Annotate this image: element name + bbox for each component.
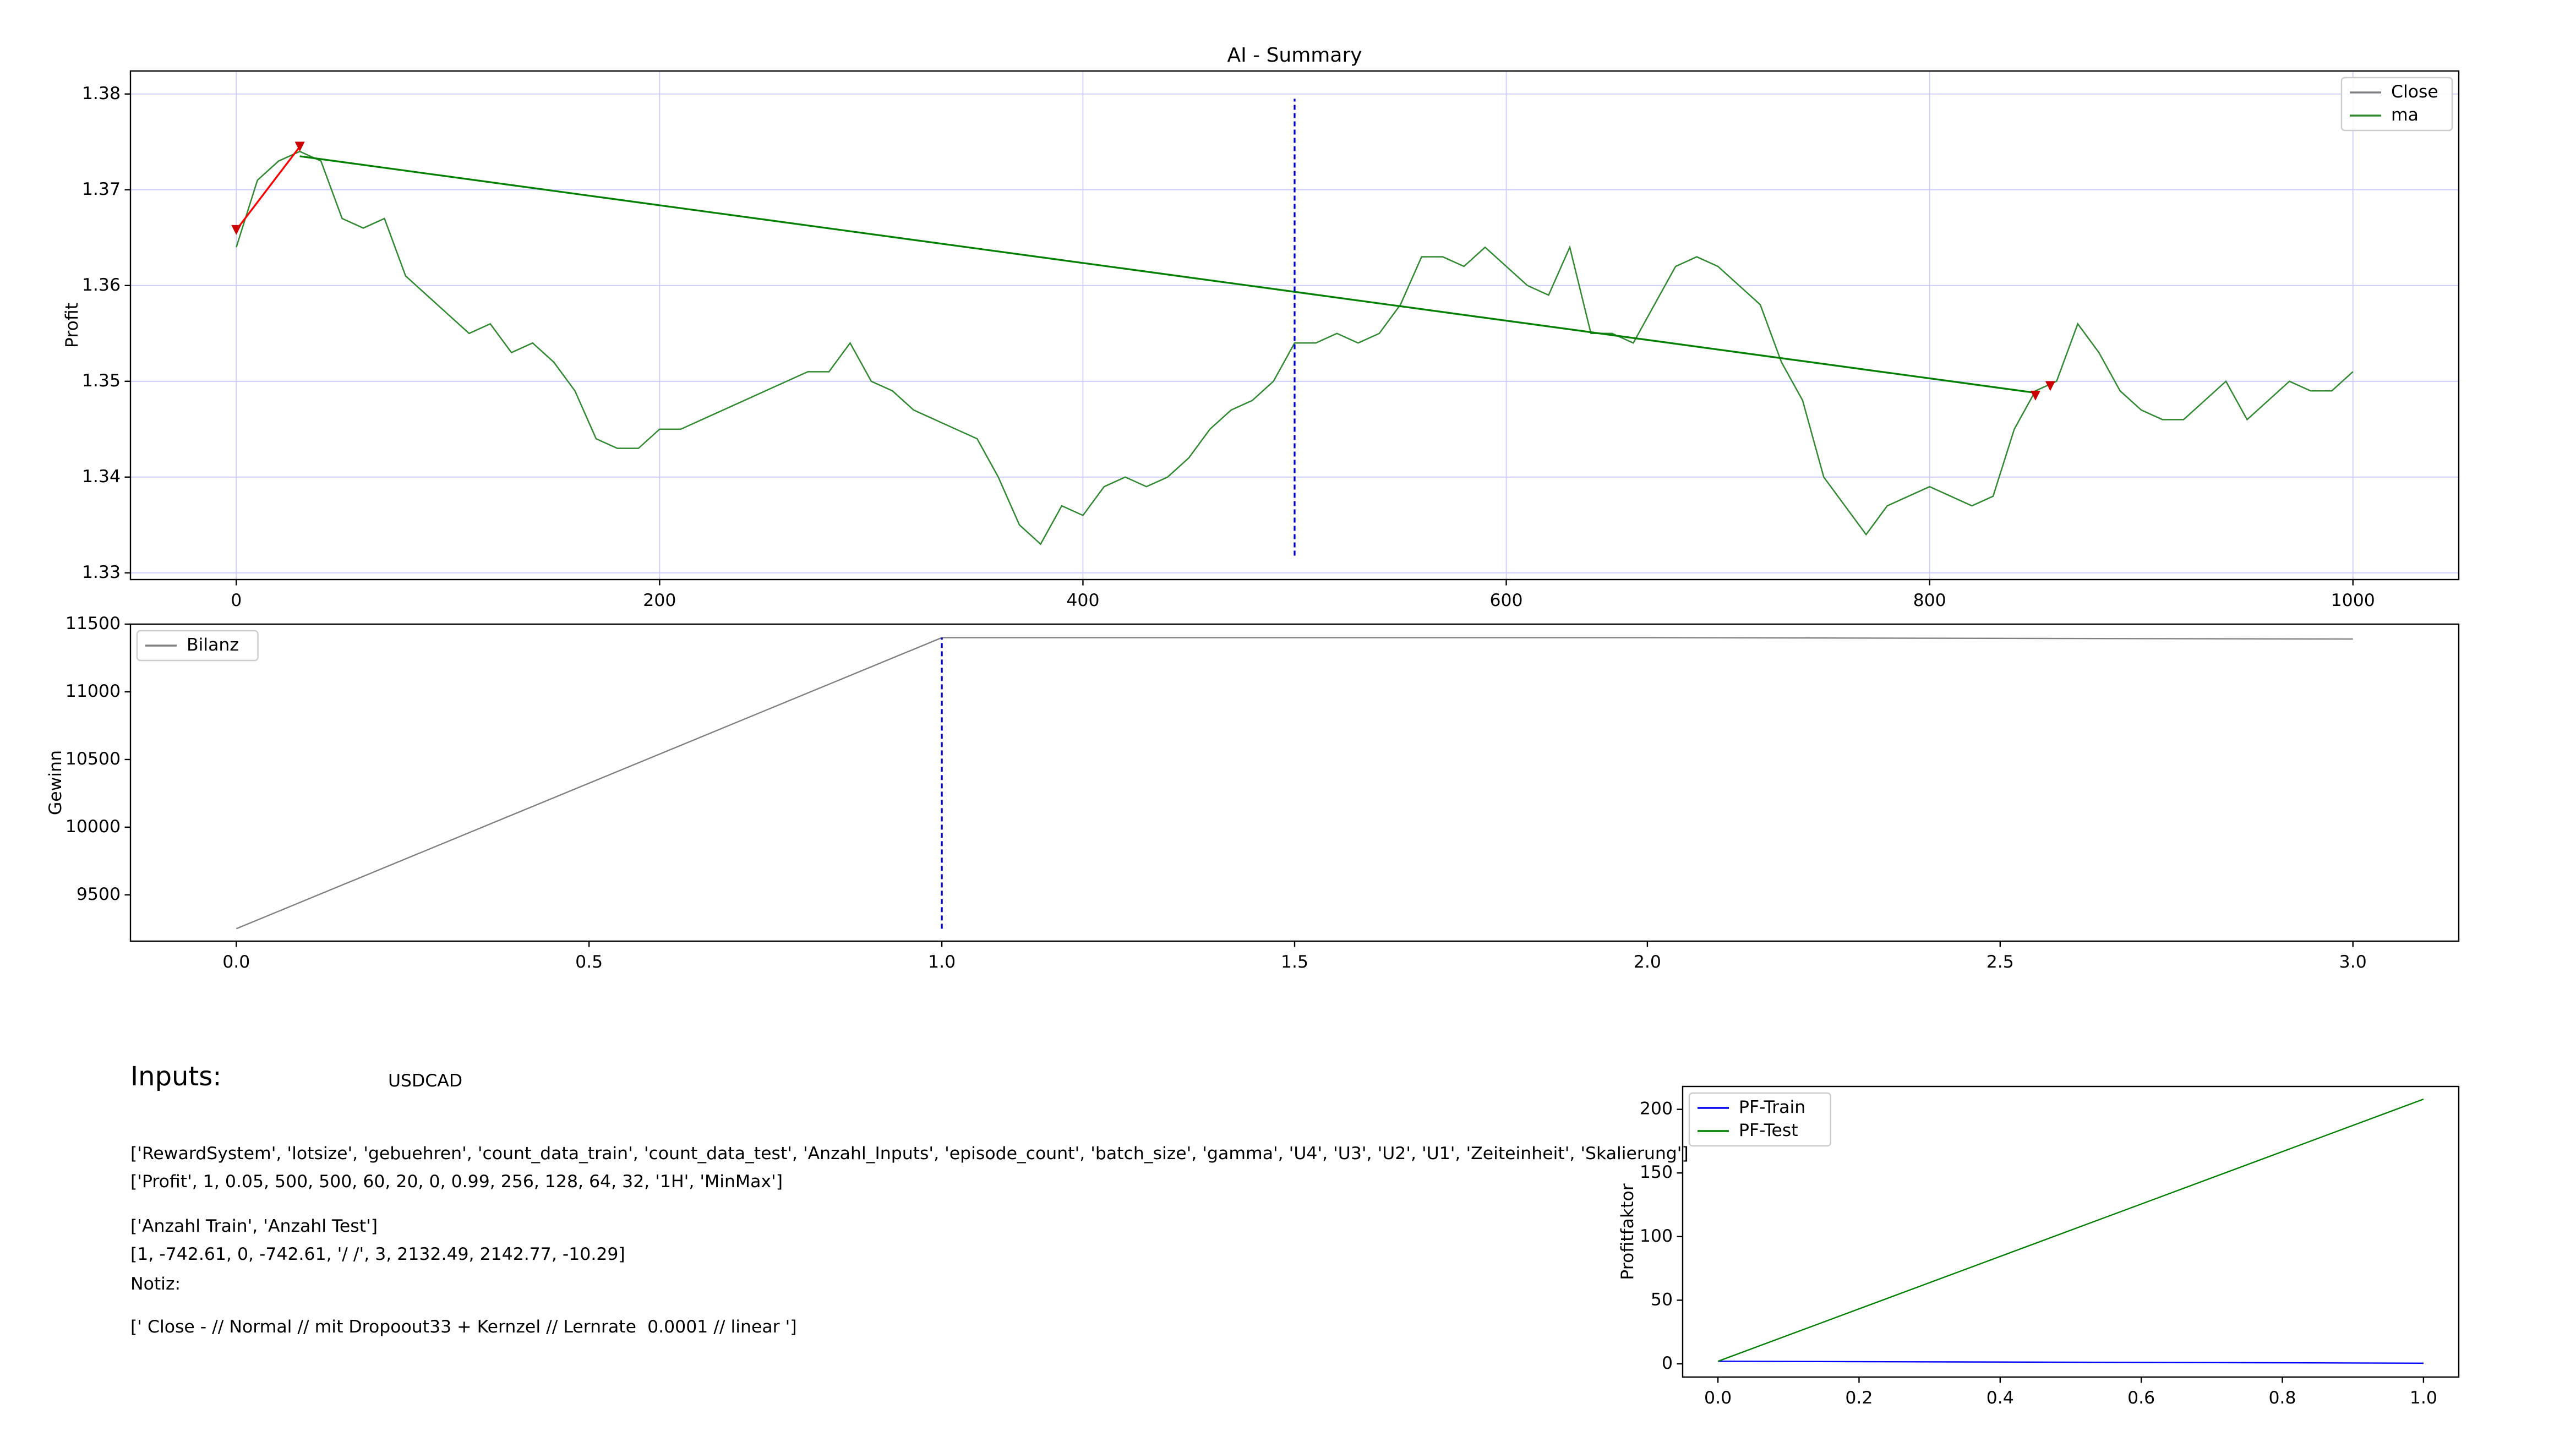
trade-line — [299, 155, 2036, 394]
y-tick-label: 10500 — [66, 749, 121, 769]
trade-line — [235, 146, 301, 231]
info-line: [1, -742.61, 0, -742.61, '/ /', 3, 2132.… — [130, 1244, 625, 1264]
legend: PF-Train PF-Test — [1688, 1092, 1831, 1147]
x-tick-label: 0.0 — [1704, 1388, 1732, 1408]
axes-frame — [1682, 1085, 2460, 1378]
legend-label: PF-Train — [1739, 1097, 1805, 1117]
y-tick-label: 1.33 — [82, 562, 121, 582]
y-tick-label: 150 — [1640, 1162, 1673, 1182]
y-tick-label: 9500 — [77, 884, 121, 904]
y-axis-label: Gewinn — [46, 750, 66, 815]
legend: Bilanz — [136, 630, 259, 662]
y-tick-label: 100 — [1640, 1226, 1673, 1246]
legend-label: PF-Test — [1739, 1121, 1798, 1140]
x-tick-label: 0.2 — [1845, 1388, 1873, 1408]
info-line: ['Anzahl Train', 'Anzahl Test'] — [130, 1216, 378, 1236]
x-tick-label: 0.8 — [2268, 1388, 2296, 1408]
y-tick-label: 11000 — [66, 681, 121, 701]
y-tick-label: 1.36 — [82, 275, 121, 295]
x-tick-label: 1000 — [2331, 591, 2375, 610]
y-tick-label: 200 — [1640, 1099, 1673, 1119]
y-axis-label: Profit — [62, 303, 82, 348]
x-tick-label: 0.4 — [1986, 1388, 2014, 1408]
inputs-heading: Inputs: — [130, 1061, 221, 1092]
series-line — [236, 637, 2353, 930]
x-tick-label: 2.5 — [1986, 952, 2014, 972]
y-tick-label: 1.35 — [82, 371, 121, 391]
trade-marker — [294, 141, 305, 152]
x-tick-label: 0 — [231, 591, 242, 610]
y-tick-label: 10000 — [66, 817, 121, 837]
legend-box — [2340, 77, 2453, 132]
trade-marker — [2045, 381, 2055, 391]
y-tick-label: 0 — [1662, 1353, 1673, 1373]
legend: Close ma — [2340, 77, 2453, 132]
chart-title: AI - Summary — [1227, 44, 1362, 67]
legend-box — [1688, 1092, 1831, 1147]
x-tick-label: 800 — [1913, 591, 1946, 610]
info-line: ['RewardSystem', 'lotsize', 'gebuehren',… — [130, 1144, 1689, 1164]
x-tick-label: 200 — [643, 591, 676, 610]
x-tick-label: 400 — [1066, 591, 1099, 610]
x-tick-label: 0.0 — [222, 952, 250, 972]
series-line — [236, 150, 2354, 545]
trade-marker — [2030, 390, 2040, 401]
axes-frame — [129, 70, 2460, 581]
y-tick-label: 1.34 — [82, 467, 121, 487]
info-line: [' Close - // Normal // mit Dropoout33 +… — [130, 1317, 797, 1337]
x-tick-label: 3.0 — [2339, 952, 2367, 972]
y-tick-label: 1.38 — [82, 84, 121, 103]
y-axis-label: Profitfaktor — [1618, 1183, 1638, 1280]
info-line: ['Profit', 1, 0.05, 500, 500, 60, 20, 0,… — [130, 1172, 783, 1192]
info-line: Notiz: — [130, 1274, 181, 1294]
inputs-panel: Inputs: USDCAD ['RewardSystem', 'lotsize… — [130, 1061, 1689, 1337]
y-tick-label: 11500 — [66, 614, 121, 633]
legend-label: Bilanz — [187, 635, 239, 655]
symbol: USDCAD — [388, 1071, 462, 1091]
x-tick-label: 0.5 — [575, 952, 603, 972]
x-tick-label: 1.5 — [1281, 952, 1308, 972]
series-line — [1718, 1361, 2424, 1364]
legend-label: ma — [2391, 105, 2419, 125]
x-tick-label: 1.0 — [2410, 1388, 2437, 1408]
y-tick-label: 1.37 — [82, 179, 121, 199]
x-tick-label: 0.6 — [2127, 1388, 2155, 1408]
legend-box — [136, 630, 259, 662]
x-tick-label: 600 — [1489, 591, 1522, 610]
trade-marker — [231, 225, 242, 235]
x-tick-label: 1.0 — [928, 952, 956, 972]
series-line — [1717, 1099, 2424, 1362]
legend-label: Close — [2391, 82, 2438, 102]
y-tick-label: 50 — [1651, 1290, 1673, 1309]
x-tick-label: 2.0 — [1634, 952, 1661, 972]
axes-frame — [129, 623, 2460, 942]
